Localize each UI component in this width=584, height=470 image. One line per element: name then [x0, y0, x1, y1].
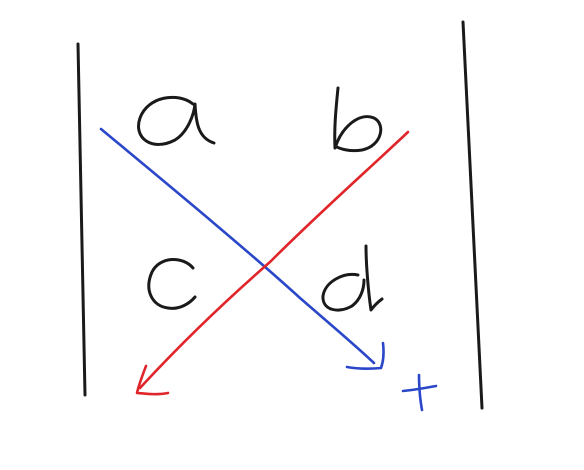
svg-text:b: b — [0, 0, 10, 4]
plus-sign: + — [0, 0, 438, 412]
left-bar — [76, 42, 87, 397]
anti-diagonal-arrow — [135, 130, 410, 396]
entry-d: d — [0, 0, 384, 312]
svg-text:c: c — [0, 0, 9, 4]
main-diagonal-arrow — [99, 127, 385, 370]
red-arrowhead-icon — [135, 364, 170, 396]
right-bar — [461, 20, 484, 410]
entry-b: b — [0, 0, 383, 153]
entry-c: c — [0, 0, 197, 310]
svg-text:d: d — [0, 0, 10, 4]
entry-a: a — [0, 0, 216, 146]
svg-text:a: a — [0, 0, 10, 4]
svg-text:+: + — [0, 0, 13, 4]
blue-arrowhead-icon — [345, 341, 385, 370]
